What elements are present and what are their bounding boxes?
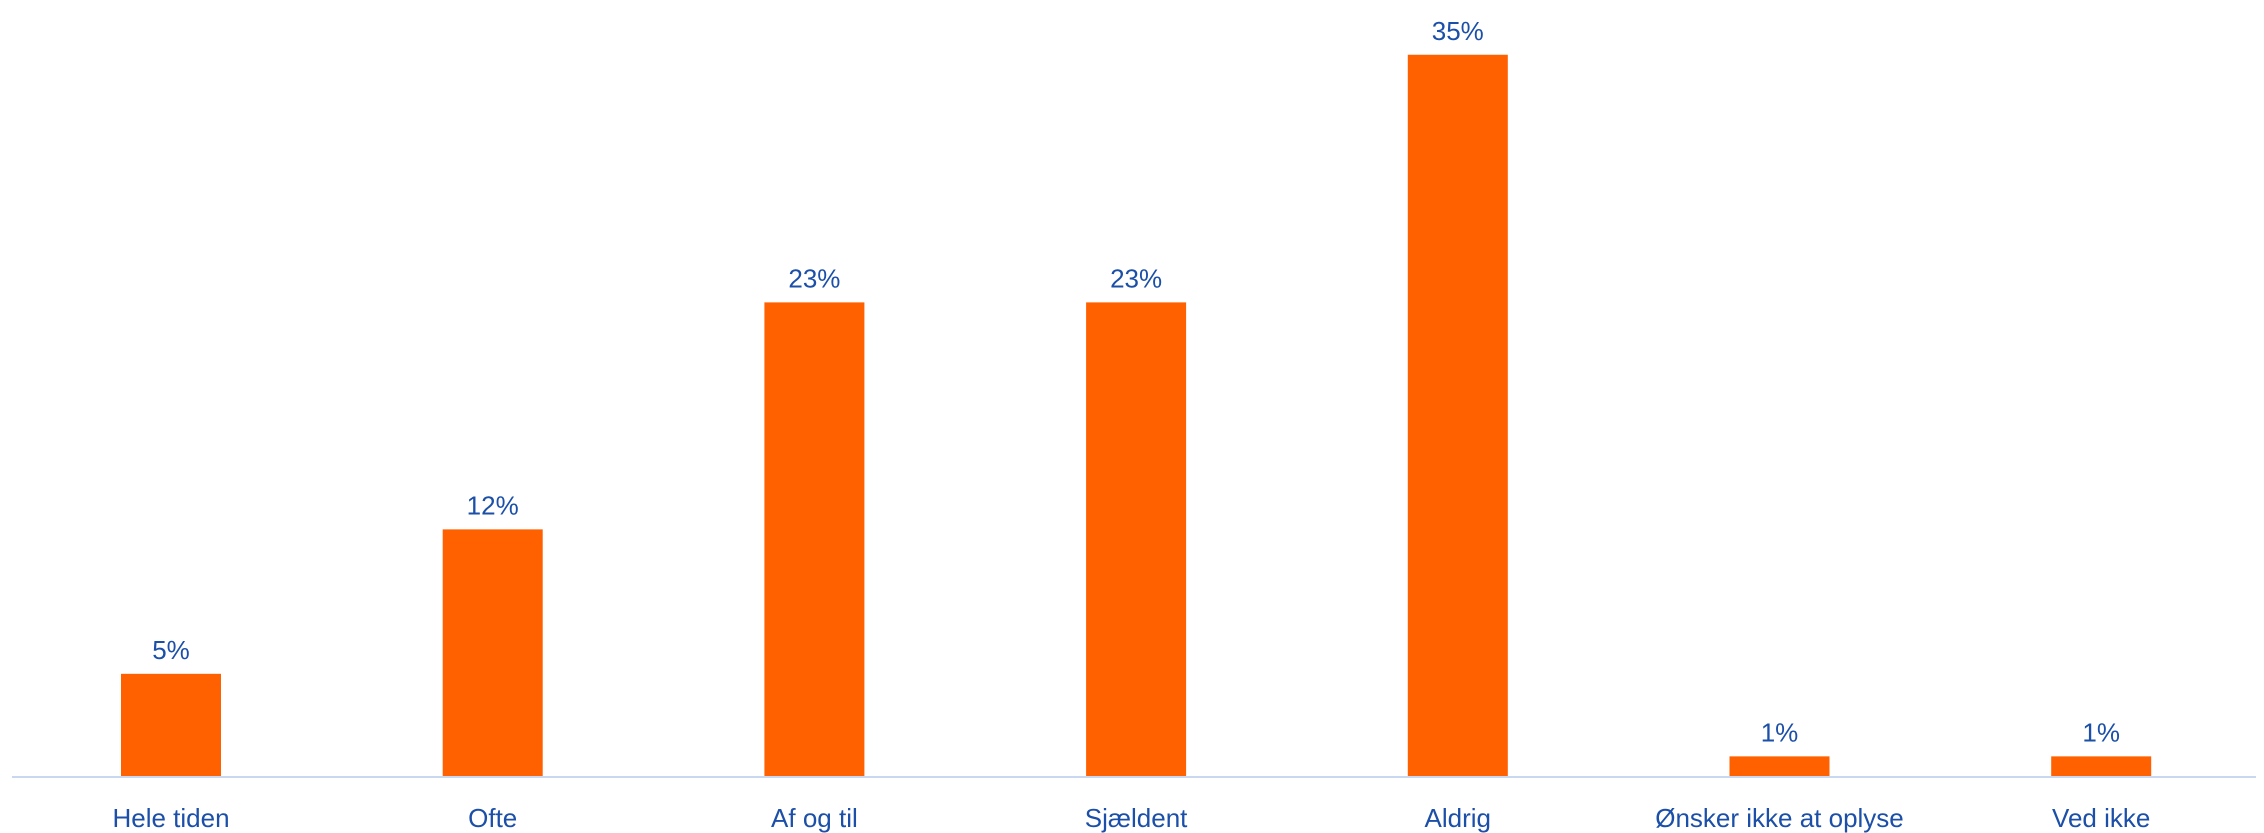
bar bbox=[764, 302, 865, 777]
value-labels-group: 5% 12% 23% 23% 35% 1% 1% bbox=[152, 16, 2120, 748]
x-tick-label: Af og til bbox=[771, 803, 858, 833]
data-label: 35% bbox=[1432, 16, 1484, 46]
bar bbox=[1086, 302, 1187, 777]
data-label: 23% bbox=[788, 263, 840, 293]
x-tick-label: Hele tiden bbox=[112, 803, 229, 833]
bar bbox=[442, 529, 543, 777]
bar bbox=[2051, 756, 2152, 777]
bar bbox=[121, 673, 221, 777]
x-tick-label: Ønsker ikke at oplyse bbox=[1655, 803, 1904, 833]
x-tick-label: Sjældent bbox=[1085, 803, 1188, 833]
bar bbox=[1729, 756, 1830, 777]
data-label: 1% bbox=[1761, 717, 1799, 747]
bar bbox=[1407, 54, 1508, 777]
data-label: 1% bbox=[2082, 717, 2120, 747]
category-labels-group: Hele tiden Ofte Af og til Sjældent Aldrig Øns… bbox=[112, 803, 2150, 833]
data-label: 5% bbox=[152, 635, 190, 665]
data-label: 12% bbox=[467, 490, 519, 520]
x-tick-label: Ofte bbox=[468, 803, 517, 833]
data-label: 23% bbox=[1110, 263, 1162, 293]
x-tick-label: Ved ikke bbox=[2052, 803, 2150, 833]
bars-group bbox=[121, 54, 2152, 777]
x-tick-label: Aldrig bbox=[1425, 803, 1491, 833]
